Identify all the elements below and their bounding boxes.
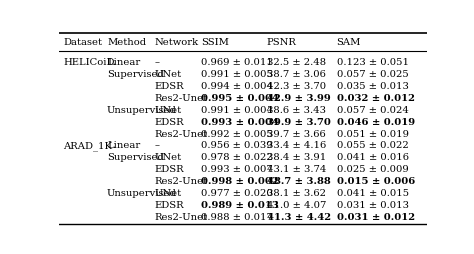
Text: EDSR: EDSR (155, 118, 184, 127)
Text: 33.4 ± 4.16: 33.4 ± 4.16 (267, 141, 326, 150)
Text: EDSR: EDSR (155, 82, 184, 91)
Text: Unsupervised: Unsupervised (107, 106, 177, 115)
Text: 0.995 ± 0.004: 0.995 ± 0.004 (201, 94, 279, 103)
Text: 41.0 ± 4.07: 41.0 ± 4.07 (267, 201, 326, 210)
Text: 38.4 ± 3.91: 38.4 ± 3.91 (267, 153, 326, 162)
Text: 0.015 ± 0.006: 0.015 ± 0.006 (337, 177, 415, 186)
Text: 38.7 ± 3.06: 38.7 ± 3.06 (267, 70, 326, 79)
Text: 43.1 ± 3.74: 43.1 ± 3.74 (267, 165, 326, 174)
Text: Network: Network (155, 38, 199, 47)
Text: Method: Method (107, 38, 146, 47)
Text: EDSR: EDSR (155, 201, 184, 210)
Text: Linear: Linear (107, 141, 140, 150)
Text: 0.989 ± 0.013: 0.989 ± 0.013 (201, 201, 279, 210)
Text: Dataset: Dataset (63, 38, 102, 47)
Text: 0.035 ± 0.013: 0.035 ± 0.013 (337, 82, 409, 91)
Text: 0.993 ± 0.004: 0.993 ± 0.004 (201, 118, 279, 127)
Text: Res2-Unet: Res2-Unet (155, 94, 208, 103)
Text: –: – (155, 58, 160, 67)
Text: EDSR: EDSR (155, 165, 184, 174)
Text: 0.956 ± 0.039: 0.956 ± 0.039 (201, 141, 272, 150)
Text: Res2-Unet: Res2-Unet (155, 213, 208, 222)
Text: 0.991 ± 0.004: 0.991 ± 0.004 (201, 106, 273, 115)
Text: 0.992 ± 0.005: 0.992 ± 0.005 (201, 130, 273, 139)
Text: 0.031 ± 0.012: 0.031 ± 0.012 (337, 213, 415, 222)
Text: 0.969 ± 0.011: 0.969 ± 0.011 (201, 58, 273, 67)
Text: 0.998 ± 0.002: 0.998 ± 0.002 (201, 177, 278, 186)
Text: 39.7 ± 3.66: 39.7 ± 3.66 (267, 130, 326, 139)
Text: 0.057 ± 0.024: 0.057 ± 0.024 (337, 106, 409, 115)
Text: 41.3 ± 4.42: 41.3 ± 4.42 (267, 213, 331, 222)
Text: 0.055 ± 0.022: 0.055 ± 0.022 (337, 141, 408, 150)
Text: UNet: UNet (155, 70, 182, 79)
Text: 0.041 ± 0.016: 0.041 ± 0.016 (337, 153, 409, 162)
Text: 0.041 ± 0.015: 0.041 ± 0.015 (337, 189, 409, 198)
Text: 0.994 ± 0.004: 0.994 ± 0.004 (201, 82, 273, 91)
Text: 0.988 ± 0.017: 0.988 ± 0.017 (201, 213, 273, 222)
Text: 0.123 ± 0.051: 0.123 ± 0.051 (337, 58, 409, 67)
Text: Res2-Unet: Res2-Unet (155, 177, 208, 186)
Text: –: – (155, 141, 160, 150)
Text: 42.9 ± 3.99: 42.9 ± 3.99 (267, 94, 330, 103)
Text: SSIM: SSIM (201, 38, 228, 47)
Text: 0.031 ± 0.013: 0.031 ± 0.013 (337, 201, 409, 210)
Text: 42.3 ± 3.70: 42.3 ± 3.70 (267, 82, 326, 91)
Text: 0.057 ± 0.025: 0.057 ± 0.025 (337, 70, 408, 79)
Text: 0.051 ± 0.019: 0.051 ± 0.019 (337, 130, 409, 139)
Text: UNet: UNet (155, 153, 182, 162)
Text: PSNR: PSNR (267, 38, 297, 47)
Text: 0.993 ± 0.007: 0.993 ± 0.007 (201, 165, 273, 174)
Text: 32.5 ± 2.48: 32.5 ± 2.48 (267, 58, 326, 67)
Text: 0.025 ± 0.009: 0.025 ± 0.009 (337, 165, 408, 174)
Text: 48.7 ± 3.88: 48.7 ± 3.88 (267, 177, 330, 186)
Text: ARAD_1K: ARAD_1K (63, 141, 112, 151)
Text: 0.991 ± 0.005: 0.991 ± 0.005 (201, 70, 273, 79)
Text: UNet: UNet (155, 189, 182, 198)
Text: Res2-Unet: Res2-Unet (155, 130, 208, 139)
Text: 38.6 ± 3.43: 38.6 ± 3.43 (267, 106, 326, 115)
Text: 39.9 ± 3.70: 39.9 ± 3.70 (267, 118, 331, 127)
Text: Linear: Linear (107, 58, 140, 67)
Text: 38.1 ± 3.62: 38.1 ± 3.62 (267, 189, 326, 198)
Text: HELICoiD: HELICoiD (63, 58, 114, 67)
Text: Supervised: Supervised (107, 70, 164, 79)
Text: UNet: UNet (155, 106, 182, 115)
Text: Unsupervised: Unsupervised (107, 189, 177, 198)
Text: 0.032 ± 0.012: 0.032 ± 0.012 (337, 94, 415, 103)
Text: Supervised: Supervised (107, 153, 164, 162)
Text: 0.978 ± 0.022: 0.978 ± 0.022 (201, 153, 273, 162)
Text: 0.046 ± 0.019: 0.046 ± 0.019 (337, 118, 415, 127)
Text: 0.977 ± 0.020: 0.977 ± 0.020 (201, 189, 273, 198)
Text: SAM: SAM (337, 38, 361, 47)
